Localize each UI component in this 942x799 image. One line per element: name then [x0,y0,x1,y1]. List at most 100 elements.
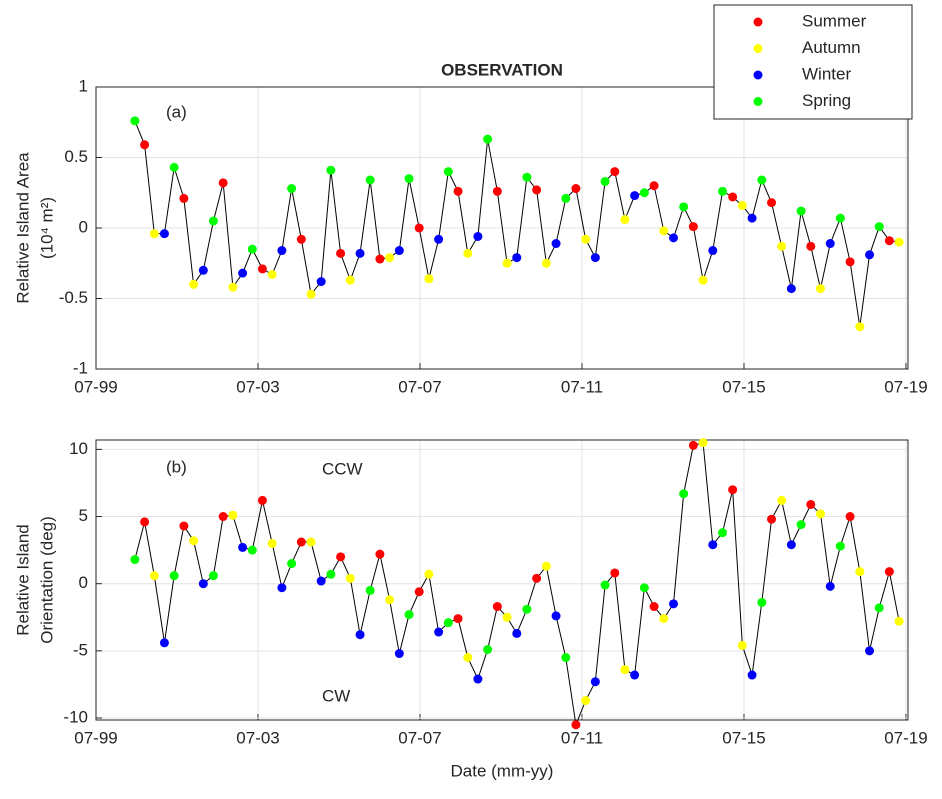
data-point [473,674,483,684]
data-point [208,571,218,581]
data-point [169,571,179,581]
data-point [894,616,904,626]
data-point [659,614,669,624]
y-tick-label: -10 [63,707,88,726]
data-point [728,485,738,495]
data-point [865,646,875,656]
data-point [296,537,306,547]
x-tick-label: 07-11 [561,377,603,396]
data-point [257,495,267,505]
y-axis-label: Relative Island [13,524,32,636]
data-point [424,569,434,579]
data-point [404,174,414,184]
y-tick-label: 1 [79,76,88,95]
data-point [492,602,502,612]
data-point [865,250,875,260]
data-point [247,545,257,555]
data-point [796,206,806,216]
data-point [218,512,228,522]
y-tick-label: 0 [79,217,88,236]
data-point [473,231,483,241]
data-point [522,172,532,182]
data-point [522,604,532,614]
data-point [874,222,884,232]
data-point [698,275,708,285]
data-point [375,549,385,559]
chart-title: OBSERVATION [441,60,563,79]
data-point [767,198,777,208]
x-tick-label: 07-03 [236,377,279,396]
data-point [786,284,796,294]
data-point [130,555,140,565]
x-tick-label: 07-11 [561,728,603,747]
legend-label: Autumn [802,38,861,57]
data-point [747,670,757,680]
data-point [532,573,542,583]
data-point [228,282,238,292]
data-point [169,162,179,172]
data-point [140,517,150,527]
data-point [277,246,287,256]
data-point [414,223,424,233]
data-point [610,167,620,177]
x-tick-label: 07-99 [74,377,117,396]
data-point [336,248,346,258]
legend-label: Summer [802,11,867,30]
y-tick-label: -0.5 [59,288,88,307]
data-point [159,229,169,239]
data-point [198,579,208,589]
data-point [443,167,453,177]
x-tick-label: 07-07 [398,728,441,747]
data-point [179,521,189,531]
data-point [277,583,287,593]
data-point [561,193,571,203]
data-point [336,552,346,562]
data-point [590,253,600,263]
data-point [443,618,453,628]
data-point [786,540,796,550]
data-point [688,222,698,232]
data-point [757,175,767,185]
data-point [345,275,355,285]
data-point [159,638,169,648]
data-point [708,540,718,550]
data-point [659,226,669,236]
data-point [306,289,316,299]
data-point [189,536,199,546]
x-tick-label: 07-19 [884,728,927,747]
data-point [718,528,728,538]
data-point [737,640,747,650]
annotation: (a) [166,102,187,121]
data-point [610,568,620,578]
data-point [630,191,640,201]
data-point [375,254,385,264]
data-point [581,234,591,244]
data-point [561,653,571,663]
legend-label: Spring [802,91,851,110]
data-point [835,541,845,551]
x-tick-label: 07-19 [884,377,927,396]
data-point [483,644,493,654]
plot-area [96,440,908,720]
data-point [247,244,257,254]
legend-marker [753,97,763,106]
data-point [806,241,816,251]
data-point [287,559,297,569]
data-point [512,628,522,638]
data-point [140,140,150,150]
legend-marker [753,17,763,27]
data-point [385,253,395,263]
data-point [130,116,140,126]
data-point [238,542,248,552]
x-tick-label: 07-15 [722,377,765,396]
data-point [806,499,816,509]
y-tick-label: -1 [73,358,88,377]
data-point [884,236,894,246]
data-point [639,188,649,198]
data-point [483,134,493,144]
annotation: CW [322,686,350,705]
data-point [434,234,444,244]
data-point [228,510,238,520]
data-point [541,258,551,268]
axes-box [95,439,909,721]
